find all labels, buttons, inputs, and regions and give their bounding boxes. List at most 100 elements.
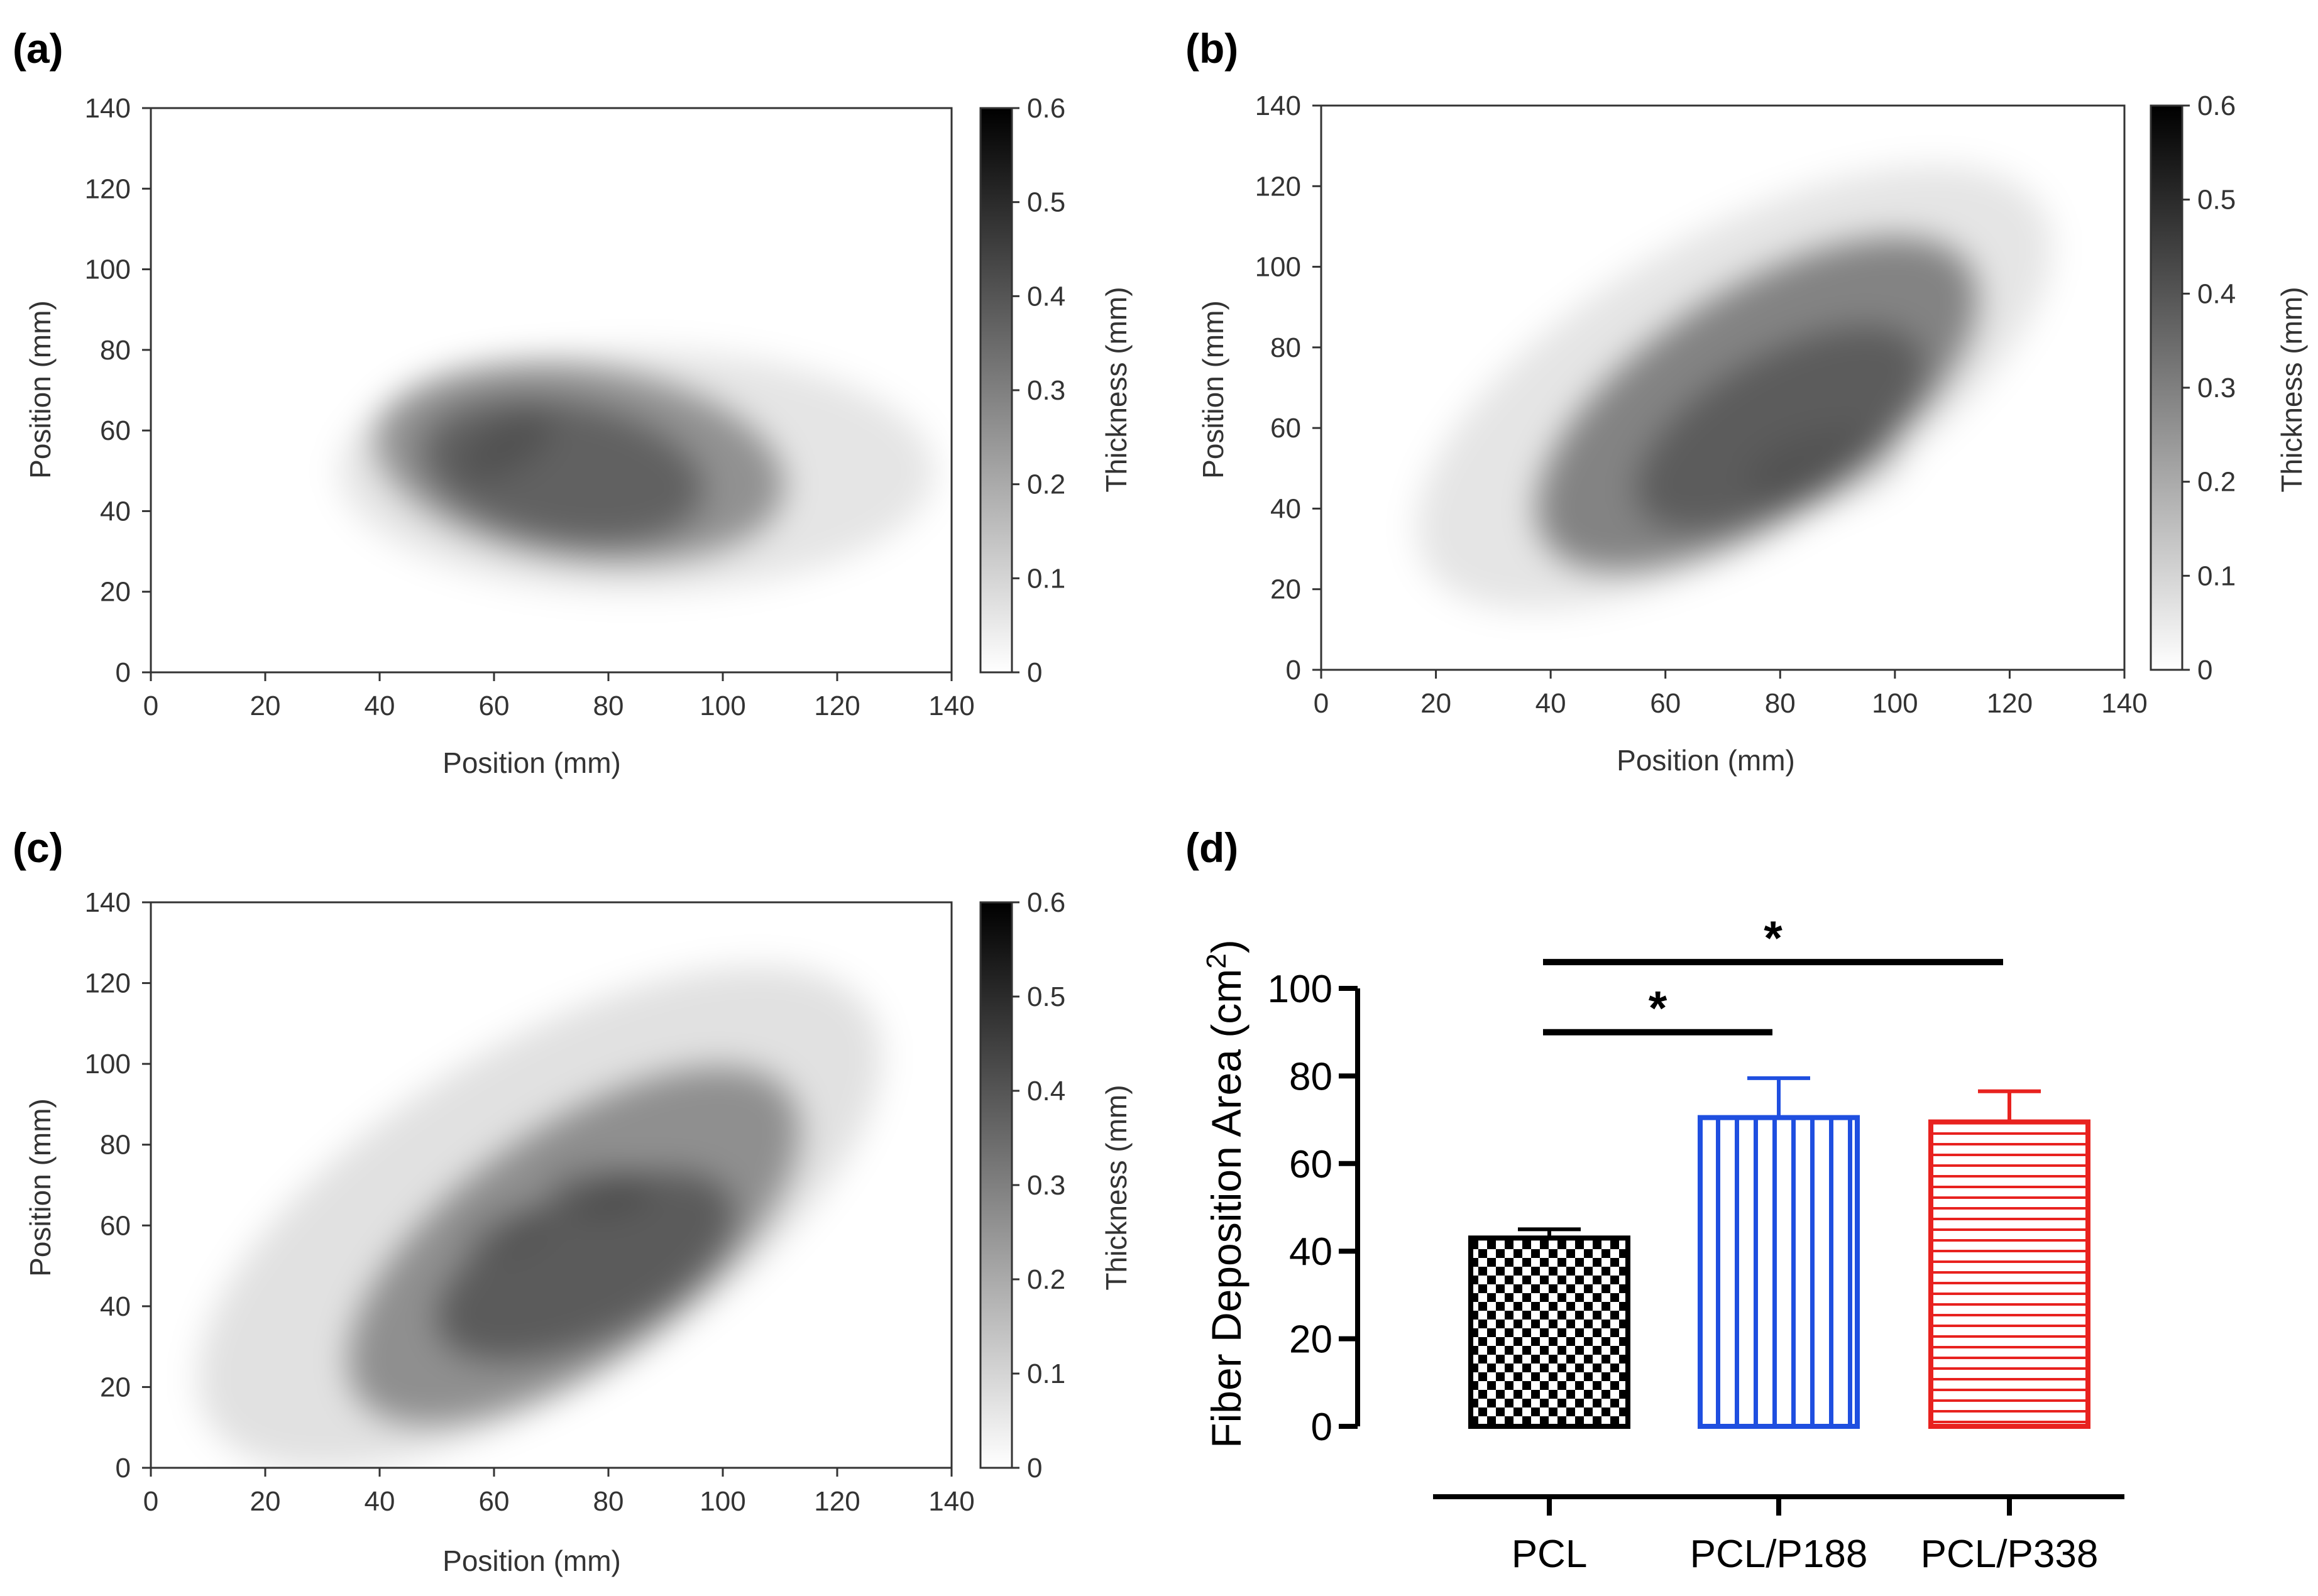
colorbar-tick-label: 0.3	[2197, 373, 2236, 403]
bar-d-category-label: PCL/P188	[1690, 1533, 1868, 1576]
y-tick-label: 0	[116, 657, 131, 688]
colorbar-a-label: Thickness (mm)	[1100, 287, 1133, 492]
panel-c-letter: (c)	[13, 824, 63, 871]
heatmap-c-region-3	[545, 1164, 649, 1213]
y-tick-label: 140	[1255, 90, 1301, 121]
bar-d-category-label: PCL	[1512, 1533, 1588, 1576]
y-tick-label: 80	[1270, 332, 1301, 363]
x-tick-label: 120	[814, 691, 860, 721]
heatmap-b-frame	[1320, 104, 2126, 671]
colorbar-a: 0 0.1 0.2 0.3 0.4 0.5 0.6	[979, 93, 1065, 688]
y-tick-label: 60	[1270, 413, 1301, 444]
heatmap-b-field	[1417, 165, 2052, 610]
bar-d-y-tick-label: 80	[1289, 1055, 1332, 1098]
x-tick-label: 140	[928, 691, 974, 721]
colorbar-c-label: Thickness (mm)	[1100, 1085, 1133, 1290]
x-tick-label: 60	[479, 1486, 510, 1517]
colorbar-tick-label: 0.2	[2197, 467, 2236, 498]
y-tick-label: 80	[100, 335, 131, 366]
bar-d-y-tick-label: 0	[1311, 1406, 1332, 1449]
colorbar-tick-label: 0.2	[1027, 469, 1065, 500]
colorbar-tick-label: 0.2	[1027, 1264, 1065, 1295]
colorbar-c: 0 0.1 0.2 0.3 0.4 0.5 0.6	[979, 887, 1065, 1484]
y-tick-label: 140	[85, 887, 131, 918]
heatmap-b-plot	[1321, 106, 2124, 670]
x-tick-label: 60	[479, 691, 510, 721]
x-tick-label: 140	[928, 1486, 974, 1517]
heatmap-a-field	[339, 349, 935, 592]
panel-d-letter: (d)	[1185, 824, 1238, 871]
y-tick-label: 60	[100, 1210, 131, 1241]
heatmap-c-region-4	[461, 1205, 549, 1254]
heatmap-a-blur-layer	[339, 349, 935, 592]
y-tick-label: 120	[85, 173, 131, 204]
colorbar-b-label: Thickness (mm)	[2275, 287, 2308, 492]
x-tick-label: 100	[700, 691, 745, 721]
panel-a: (a) 0 20 40 60 80 100 120 140 0 20 40 60 80 100 120 140…	[13, 25, 1133, 779]
heatmap-b-region-3	[1747, 430, 1906, 507]
x-tick-label: 0	[143, 691, 158, 721]
panel-d: (d) 0 20 40 60 80 100 PCL PCL/P188 PCL/P338 * * Fi…	[1185, 824, 2124, 1576]
x-tick-label: 80	[1765, 688, 1796, 719]
panel-a-letter: (a)	[13, 25, 63, 72]
heatmap-a-axes: 0 20 40 60 80 100 120 140 0 20 40 60 80 100 120 140	[85, 93, 975, 721]
y-tick-label: 100	[1255, 252, 1301, 283]
heatmap-a-ylabel: Position (mm)	[24, 300, 57, 479]
heatmap-c-xlabel: Position (mm)	[442, 1544, 621, 1577]
x-tick-label: 40	[365, 691, 395, 721]
heatmap-c-frame	[150, 901, 953, 1469]
heatmap-c-plot	[151, 902, 952, 1468]
heatmap-c-field	[197, 966, 882, 1468]
heatmap-a-frame	[150, 107, 953, 674]
colorbar-tick-label: 0.4	[1027, 1076, 1065, 1107]
x-tick-label: 20	[1420, 688, 1451, 719]
colorbar-tick-label: 0.5	[1027, 187, 1065, 218]
x-tick-label: 40	[1535, 688, 1566, 719]
y-tick-label: 40	[100, 496, 131, 527]
x-tick-label: 0	[1314, 688, 1329, 719]
heatmap-b-xlabel: Position (mm)	[1617, 744, 1795, 777]
x-tick-label: 40	[365, 1486, 395, 1517]
heatmap-c-region-2	[437, 1171, 734, 1360]
bar-pcl-p338	[1928, 1119, 2090, 1429]
heatmap-b-ylabel: Position (mm)	[1197, 300, 1229, 479]
bar-d-y-tick-label: 40	[1289, 1230, 1332, 1274]
bar-d-ylabel: Fiber Deposition Area (cm2)	[1201, 939, 1250, 1448]
heatmap-b-region-2	[1636, 325, 1925, 530]
y-tick-label: 140	[85, 93, 131, 124]
colorbar-tick-label: 0.3	[1027, 1170, 1065, 1201]
significance-star-0: *	[1649, 982, 1667, 1036]
heatmap-c-blur-layer	[197, 966, 882, 1468]
y-tick-label: 80	[100, 1130, 131, 1161]
heatmap-a-plot	[151, 108, 952, 672]
colorbar-tick-label: 0.1	[1027, 563, 1065, 594]
y-tick-label: 60	[100, 415, 131, 446]
colorbar-b: 0 0.1 0.2 0.3 0.4 0.5 0.6	[2150, 90, 2236, 686]
colorbar-tick-label: 0.1	[2197, 560, 2236, 591]
colorbar-tick-label: 0	[1027, 1453, 1042, 1484]
bar-pcl-p188	[1698, 1115, 1860, 1429]
x-tick-label: 100	[1872, 688, 1918, 719]
colorbar-tick-label: 0.4	[2197, 278, 2236, 309]
x-tick-label: 60	[1650, 688, 1681, 719]
colorbar-b-scale	[2150, 104, 2183, 671]
x-tick-label: 20	[250, 691, 281, 721]
bar-d-y-tick-label: 100	[1268, 968, 1332, 1011]
y-tick-label: 120	[1255, 171, 1301, 202]
panel-c: (c) 0 20 40 60 80 100 120 140 0 20 40 60 80 100 120 140…	[13, 824, 1133, 1577]
x-tick-label: 0	[143, 1486, 158, 1517]
bar-chart-d: 0 20 40 60 80 100 PCL PCL/P188 PCL/P338 * *	[1268, 912, 2124, 1576]
heatmap-c-ylabel: Position (mm)	[24, 1098, 57, 1277]
y-tick-label: 40	[1270, 493, 1301, 524]
colorbar-c-scale	[979, 901, 1013, 1469]
bar-d-y-tick-label: 20	[1289, 1318, 1332, 1362]
y-tick-label: 20	[1270, 574, 1301, 605]
bar-d-y-tick-label: 60	[1289, 1143, 1332, 1186]
y-tick-label: 100	[85, 1049, 131, 1079]
significance-star-1: *	[1764, 912, 1782, 965]
bar-pcl	[1468, 1235, 1630, 1429]
colorbar-tick-label: 0.4	[1027, 281, 1065, 312]
panel-b-letter: (b)	[1185, 25, 1238, 72]
x-tick-label: 80	[593, 1486, 624, 1517]
